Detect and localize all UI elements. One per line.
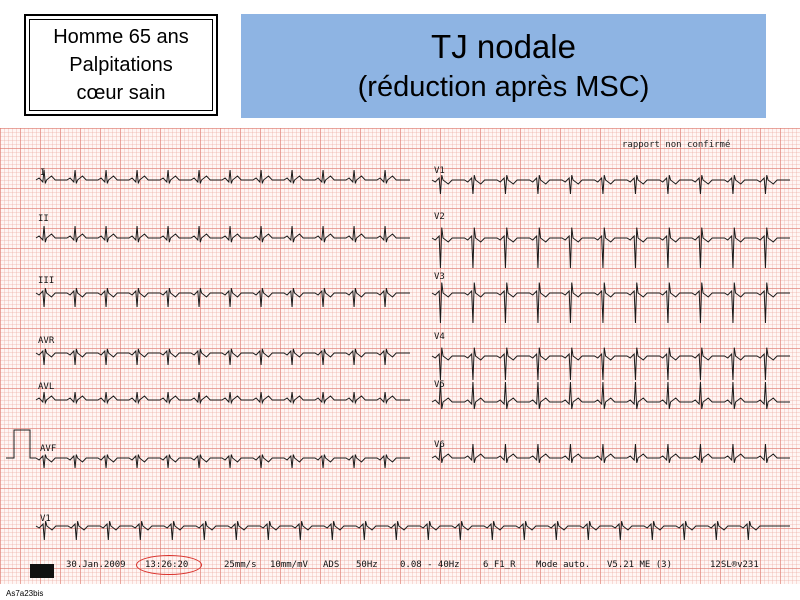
lead-label-v2: V2 — [434, 212, 445, 222]
page-subtitle: (réduction après MSC) — [357, 71, 650, 103]
black-marker — [30, 564, 54, 578]
trace-rhythm-v1 — [35, 520, 790, 541]
source-id: As7a23bis — [6, 589, 44, 598]
trace-ii — [35, 225, 410, 243]
lead-label-i: I — [40, 168, 46, 178]
footer-format: 6_F1_R — [483, 560, 516, 570]
footer-time: 13:26:20 — [145, 560, 189, 570]
time-highlight-circle — [136, 555, 202, 575]
lead-label-v6: V6 — [434, 440, 445, 450]
page-title: TJ nodale — [431, 28, 576, 65]
lead-label-rhythm: V1 — [40, 514, 51, 524]
footer-gain: 10mm/mV — [270, 560, 308, 570]
footer-mains: 50Hz — [356, 560, 378, 570]
lead-label-ii: II — [38, 214, 49, 224]
footer-filter: 0.08 - 40Hz — [400, 560, 460, 570]
trace-avr — [35, 348, 410, 366]
trace-v6 — [431, 443, 790, 464]
ecg-strip: rapport non confirmé I II III AVR AVL AV… — [0, 128, 800, 584]
trace-iii — [35, 287, 410, 308]
patient-symptom: Palpitations — [69, 54, 173, 76]
ecg-traces — [6, 169, 790, 541]
lead-label-avl: AVL — [38, 382, 55, 392]
lead-label-v3: V3 — [434, 272, 445, 282]
trace-v5 — [431, 381, 790, 410]
footer-device: 12SL®v231 — [710, 560, 759, 570]
lead-label-v5: V5 — [434, 380, 445, 390]
patient-age-sex: Homme 65 ans — [53, 26, 189, 48]
trace-avf — [35, 454, 410, 469]
title-box: TJ nodale (réduction après MSC) — [241, 14, 766, 118]
trace-v1 — [431, 174, 790, 195]
lead-label-avf: AVF — [40, 444, 57, 454]
trace-v4 — [431, 347, 790, 381]
patient-heart-status: cœur sain — [76, 82, 166, 104]
lead-label-avr: AVR — [38, 336, 55, 346]
calibration-pulse — [6, 429, 36, 459]
footer-date: 30.Jan.2009 — [66, 560, 126, 570]
lead-label-v4: V4 — [434, 332, 445, 342]
footer-ads: ADS — [323, 560, 340, 570]
trace-avl — [35, 391, 410, 405]
lead-label-iii: III — [38, 276, 55, 286]
report-note: rapport non confirmé — [622, 140, 731, 150]
patient-info-box: Homme 65 ans Palpitations cœur sain — [24, 14, 218, 116]
trace-v2 — [431, 227, 790, 269]
lead-label-v1: V1 — [434, 166, 445, 176]
ecg-footer: 30.Jan.2009 13:26:20 25mm/s 10mm/mV ADS … — [0, 554, 800, 580]
trace-v3 — [431, 282, 790, 324]
trace-i — [35, 169, 410, 184]
footer-version: V5.21 ME (3) — [607, 560, 673, 570]
footer-mode: Mode auto. — [536, 560, 591, 570]
footer-speed: 25mm/s — [224, 560, 257, 570]
